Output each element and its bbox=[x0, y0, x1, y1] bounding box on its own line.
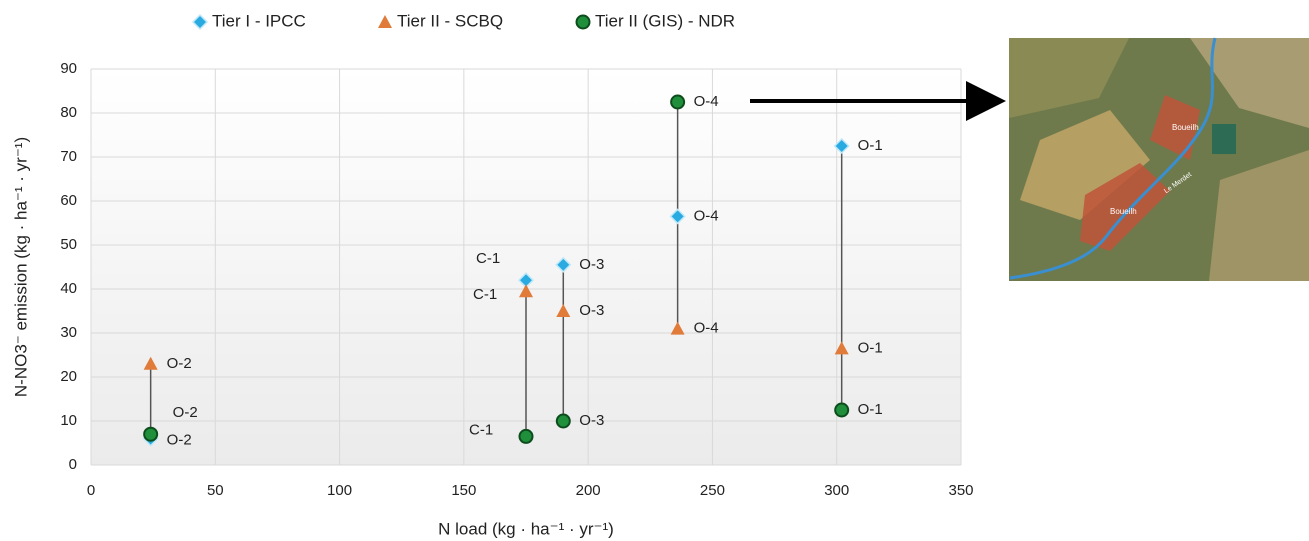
marker bbox=[834, 341, 849, 355]
point-label: O-3 bbox=[579, 256, 604, 273]
point-label: O-2 bbox=[167, 355, 192, 372]
marker bbox=[519, 284, 533, 298]
legend-marker bbox=[191, 13, 209, 31]
marker bbox=[669, 208, 686, 225]
x-tick-label: 200 bbox=[576, 482, 601, 499]
point-label: O-1 bbox=[858, 339, 883, 356]
marker bbox=[143, 356, 158, 370]
x-tick-label: 150 bbox=[451, 482, 476, 499]
point-label: O-2 bbox=[173, 404, 198, 421]
point-label: O-1 bbox=[858, 137, 883, 154]
marker bbox=[833, 137, 850, 155]
y-tick-label: 50 bbox=[60, 236, 77, 253]
y-tick-label: 80 bbox=[60, 104, 77, 121]
marker bbox=[143, 426, 159, 442]
y-axis-title: N-NO3⁻ emission (kg · ha⁻¹ · yr⁻¹) bbox=[11, 137, 30, 397]
y-tick-label: 90 bbox=[60, 60, 77, 77]
point-label: O-2 bbox=[167, 432, 192, 449]
map: Boueilh Boueilh Le Merdet bbox=[1009, 37, 1309, 281]
map-label: Boueilh bbox=[1172, 123, 1199, 132]
marker bbox=[555, 413, 571, 429]
point-label: C-1 bbox=[476, 250, 500, 267]
y-tick-label: 20 bbox=[60, 368, 77, 385]
point-label: O-4 bbox=[694, 207, 719, 224]
point-label: O-1 bbox=[858, 401, 883, 418]
x-tick-label: 50 bbox=[207, 482, 224, 499]
point-label: O-3 bbox=[579, 302, 604, 319]
point-label: O-3 bbox=[579, 412, 604, 429]
x-tick-label: 0 bbox=[87, 482, 95, 499]
legend-marker bbox=[575, 14, 591, 30]
point-label: O-4 bbox=[694, 320, 719, 337]
x-tick-label: 100 bbox=[327, 482, 352, 499]
marker bbox=[670, 94, 686, 110]
y-tick-label: 70 bbox=[60, 148, 77, 165]
map-label: Boueilh bbox=[1110, 207, 1137, 216]
x-axis-title: N load (kg · ha⁻¹ · yr⁻¹) bbox=[438, 519, 614, 538]
marker bbox=[556, 304, 571, 317]
y-tick-label: 40 bbox=[60, 280, 77, 297]
legend-label: Tier II (GIS) - NDR bbox=[595, 11, 735, 30]
legend-marker bbox=[378, 15, 392, 28]
x-tick-label: 350 bbox=[948, 482, 973, 499]
y-tick-label: 30 bbox=[60, 324, 77, 341]
marker bbox=[518, 428, 534, 444]
point-label: O-4 bbox=[694, 93, 719, 110]
y-tick-label: 0 bbox=[69, 456, 77, 473]
y-tick-label: 10 bbox=[60, 412, 77, 429]
marker bbox=[834, 402, 850, 418]
marker bbox=[555, 256, 572, 273]
point-label: C-1 bbox=[473, 286, 497, 303]
x-tick-label: 300 bbox=[824, 482, 849, 499]
legend-label: Tier II - SCBQ bbox=[397, 11, 503, 30]
point-label: C-1 bbox=[469, 421, 493, 438]
y-tick-label: 60 bbox=[60, 192, 77, 209]
marker bbox=[670, 321, 685, 335]
x-tick-label: 250 bbox=[700, 482, 725, 499]
legend-label: Tier I - IPCC bbox=[212, 11, 306, 30]
